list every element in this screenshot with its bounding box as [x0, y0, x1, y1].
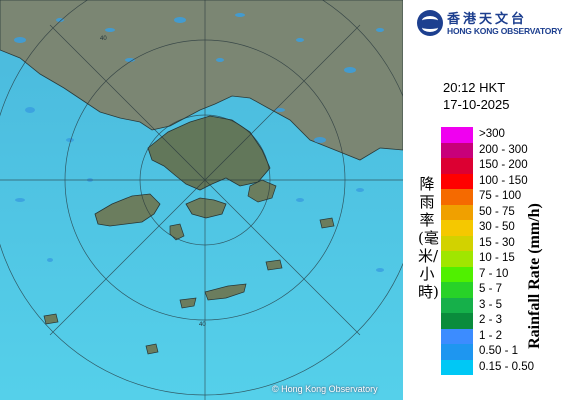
legend-label: 100 - 150 — [479, 174, 528, 187]
lamma-island — [169, 223, 185, 241]
southern-island — [204, 283, 247, 301]
observation-date: 17-10-2025 — [443, 97, 510, 112]
new-territories — [147, 115, 271, 191]
legend-label: 0.15 - 0.50 — [479, 360, 534, 373]
legend-label: 0.50 - 1 — [479, 345, 518, 357]
legend-label: 2 - 3 — [479, 314, 503, 326]
legend-swatch — [441, 220, 473, 236]
southern-island — [145, 343, 159, 355]
range-ring-label: 40 — [199, 322, 206, 328]
legend-title-en: Rainfall Rate (mm/h) — [526, 203, 543, 349]
southern-island — [319, 217, 335, 229]
legend-swatch — [441, 344, 473, 360]
legend-swatch — [441, 313, 473, 329]
legend-title-zh: 降雨率(毫米/小時) — [418, 175, 439, 301]
legend-panel: 香港天文台 HONG KONG OBSERVATORY 20:12 HKT 17… — [403, 0, 577, 400]
legend-swatch — [441, 282, 473, 298]
observation-time: 20:12 HKT — [443, 80, 506, 95]
legend-swatch — [441, 204, 473, 220]
logo-name-zh: 香港天文台 — [447, 11, 528, 26]
rain-echoes — [14, 13, 384, 272]
legend-label: 10 - 15 — [479, 252, 515, 264]
legend-label: 7 - 10 — [479, 267, 509, 280]
southern-island — [265, 259, 283, 271]
legend-label: 150 - 200 — [479, 159, 528, 171]
legend-swatch — [441, 173, 473, 189]
range-ring-label: 40 — [100, 36, 107, 42]
legend-label: 50 - 75 — [479, 205, 515, 218]
range-rings — [0, 0, 403, 400]
logo-name-en: HONG KONG OBSERVATORY — [447, 26, 563, 36]
hko-logo[interactable]: 香港天文台 HONG KONG OBSERVATORY — [411, 6, 577, 40]
radar-map[interactable]: 40 40 © Hong Kong Observatory — [0, 0, 403, 400]
legend-swatch — [441, 142, 473, 158]
legend-swatch — [441, 235, 473, 251]
legend-swatch — [441, 158, 473, 174]
legend-label: 5 - 7 — [479, 283, 503, 295]
legend-swatch — [441, 266, 473, 282]
legend-swatch — [441, 359, 473, 375]
hko-logo-icon — [417, 10, 443, 36]
radar-map-canvas: 40 40 — [0, 0, 403, 400]
southern-island — [179, 297, 197, 309]
hong-kong-island — [185, 197, 227, 219]
legend-swatch — [441, 127, 473, 143]
copyright-text: © Hong Kong Observatory — [272, 384, 378, 394]
legend-label: 75 - 100 — [479, 190, 522, 202]
legend-label: 1 - 2 — [479, 329, 503, 342]
legend-swatch — [441, 189, 473, 205]
legend-label: >300 — [479, 128, 505, 140]
legend-label: 15 - 30 — [479, 236, 515, 249]
southern-island — [43, 313, 59, 325]
legend-label: 200 - 300 — [479, 143, 528, 156]
legend-label: 30 - 50 — [479, 221, 515, 233]
legend-swatch — [441, 251, 473, 267]
legend-swatch — [441, 328, 473, 344]
legend-swatch — [441, 297, 473, 313]
legend-label: 3 - 5 — [479, 298, 503, 311]
